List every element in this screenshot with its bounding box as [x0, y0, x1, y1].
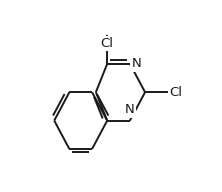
Text: N: N [132, 57, 142, 70]
Text: Cl: Cl [169, 86, 182, 99]
Text: N: N [125, 103, 135, 116]
Text: Cl: Cl [101, 37, 114, 50]
